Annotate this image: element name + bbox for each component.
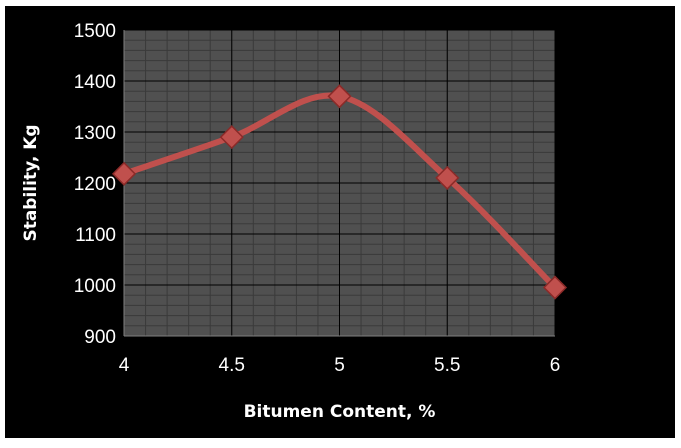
- x-tick-label: 5.5: [434, 355, 460, 376]
- data-point-marker: [435, 165, 460, 190]
- major-grid: [123, 29, 556, 337]
- series-markers: [111, 84, 568, 300]
- y-tick-label: 1300: [74, 123, 116, 144]
- y-tick-label: 1400: [74, 72, 116, 93]
- y-tick-label: 1500: [74, 21, 116, 42]
- x-tick-label: 6: [550, 355, 561, 376]
- data-point-marker: [219, 125, 244, 150]
- x-axis-ticks: 4 4.5 5 5.5 6: [119, 355, 561, 376]
- x-tick-label: 5: [334, 355, 345, 376]
- y-axis-title: Stability, Kg: [21, 124, 41, 241]
- y-tick-label: 1100: [75, 225, 116, 246]
- y-tick-label: 900: [84, 327, 116, 348]
- y-axis-ticks: 900 1000 1100 1200 1300 1400 1500: [74, 21, 116, 348]
- x-axis-title: Bitumen Content, %: [244, 402, 436, 422]
- y-tick-label: 1000: [74, 276, 116, 297]
- y-tick-label: 1200: [74, 174, 116, 195]
- data-point-marker: [542, 275, 568, 300]
- x-tick-label: 4.5: [219, 355, 245, 376]
- data-point-marker: [327, 84, 352, 109]
- x-tick-label: 4: [119, 355, 130, 376]
- data-point-marker: [111, 161, 137, 186]
